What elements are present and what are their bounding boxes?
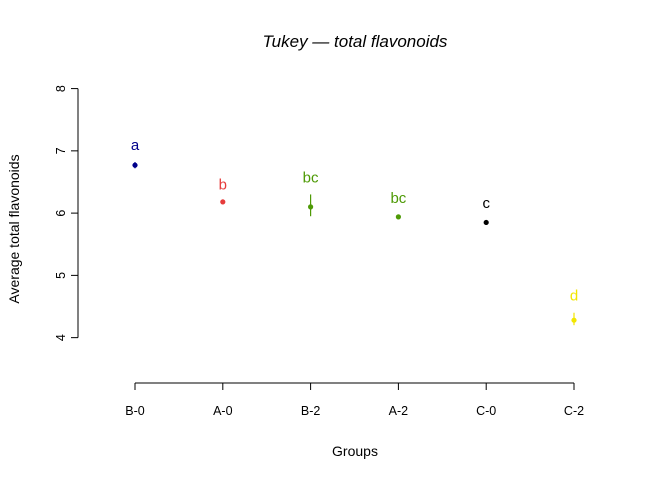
data-point: [308, 204, 314, 210]
data-point-group: bc: [303, 169, 319, 217]
x-tick-label: B-0: [125, 404, 145, 418]
group-letter: bc: [390, 190, 406, 207]
chart-title: Tukey — total flavonoids: [263, 32, 448, 51]
group-letter: a: [131, 137, 140, 154]
x-tick-label: C-2: [564, 404, 584, 418]
group-letter: bc: [303, 169, 319, 186]
group-letter: d: [570, 288, 578, 305]
y-tick-label: 8: [54, 85, 68, 92]
data-point-group: c: [482, 195, 490, 226]
x-tick-label: A-2: [389, 404, 409, 418]
y-tick-label: 4: [54, 334, 68, 341]
y-axis-label: Average total flavonoids: [6, 154, 22, 303]
y-tick-label: 5: [54, 272, 68, 279]
y-tick-label: 7: [54, 147, 68, 154]
data-point: [395, 214, 401, 220]
data-point: [571, 317, 577, 323]
x-axis-label: Groups: [332, 443, 378, 459]
data-point: [483, 219, 489, 226]
x-tick-label: B-2: [301, 404, 321, 418]
data-points: a b bc bc c d: [131, 137, 578, 326]
group-letter: b: [219, 176, 227, 193]
x-tick-label: C-0: [476, 404, 496, 418]
data-point: [132, 162, 138, 168]
data-point-group: a: [131, 137, 140, 169]
data-point-group: bc: [390, 190, 407, 220]
data-point-group: b: [219, 176, 227, 205]
group-letter: c: [482, 195, 490, 212]
data-point: [220, 199, 226, 205]
x-tick-label: A-0: [213, 404, 233, 418]
y-tick-label: 6: [54, 210, 68, 217]
y-axis: 4 5 6 7 8: [54, 85, 79, 341]
x-axis: B-0 A-0 B-2 A-2 C-0 C-2: [125, 382, 584, 418]
data-point-group: d: [570, 288, 578, 326]
